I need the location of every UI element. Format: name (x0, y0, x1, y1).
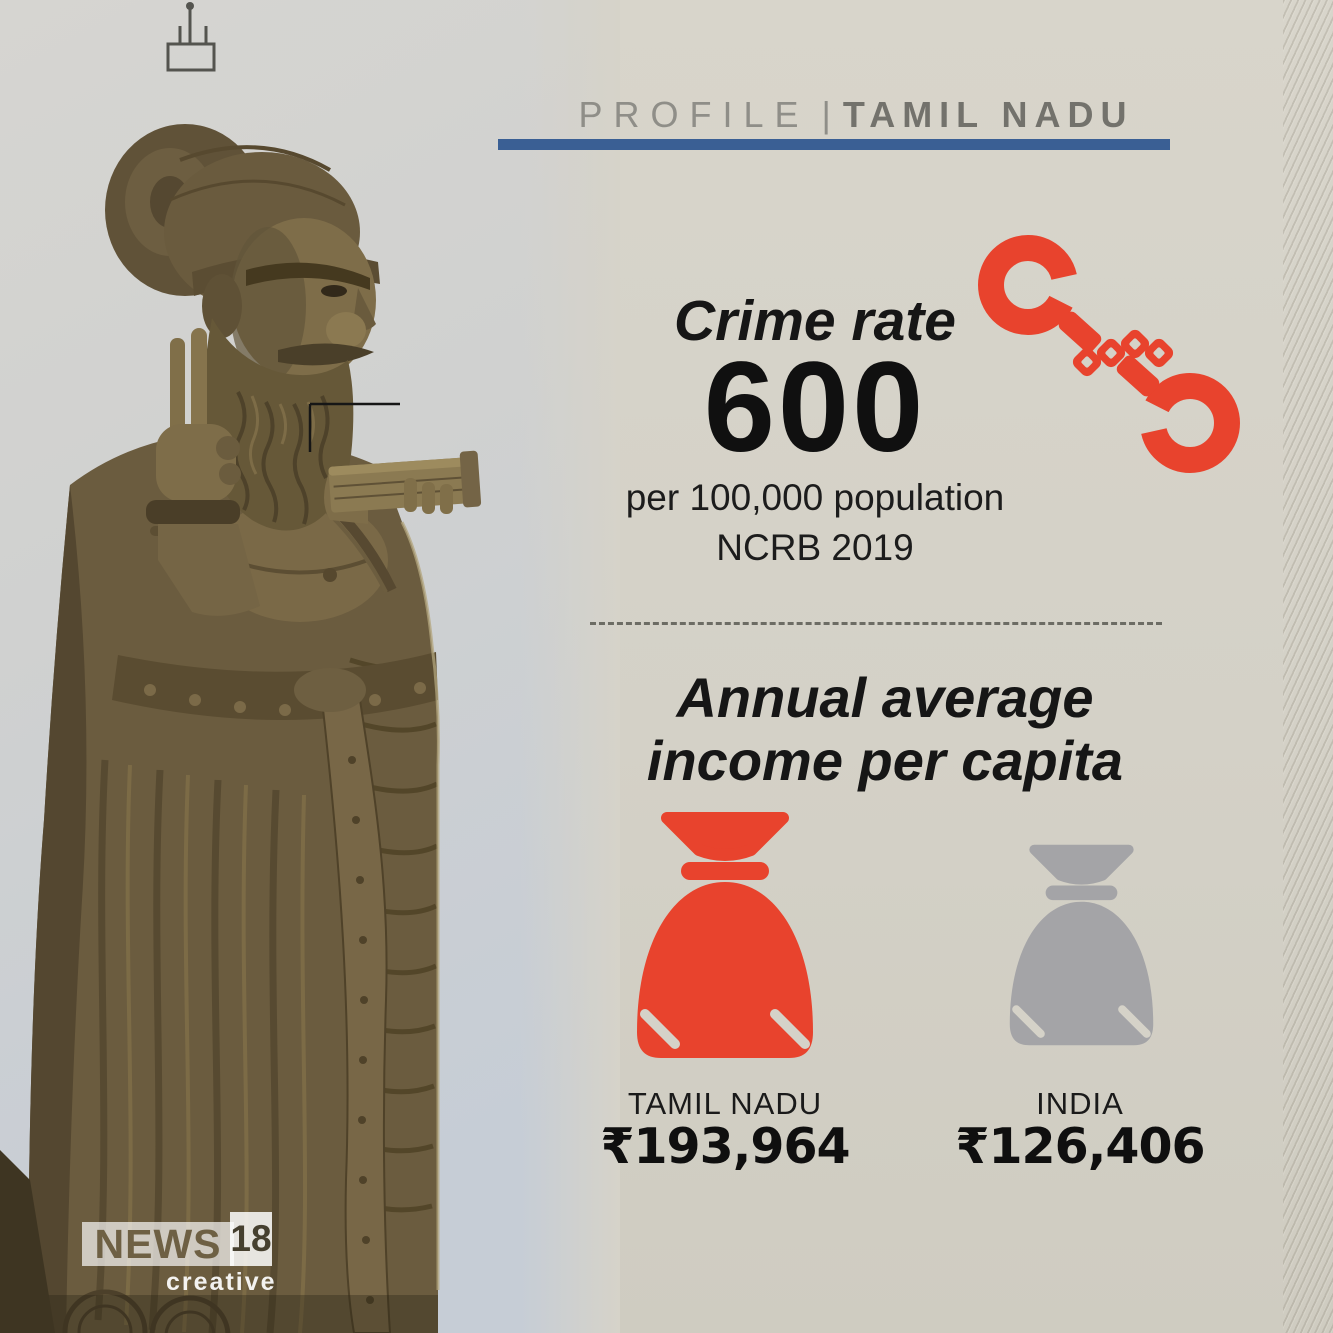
money-bag-india-icon (1009, 844, 1154, 1046)
header-underline (498, 139, 1170, 150)
handcuffs-icon (978, 235, 1240, 473)
logo-brand: NEWS (82, 1221, 234, 1267)
crime-rate-value: 600 (703, 336, 927, 479)
income-value-tamil-nadu: ₹193,964 (600, 1118, 850, 1175)
logo-division: creative (166, 1268, 277, 1296)
income-heading-line2: income per capita (646, 729, 1124, 793)
income-heading-line1: Annual average (676, 666, 1094, 729)
dashed-divider (590, 622, 1162, 625)
crime-rate-unit: per 100,000 population (625, 477, 1005, 518)
crime-rate-source: NCRB 2019 (716, 527, 914, 568)
income-label-india: INDIA (1036, 1086, 1124, 1121)
diagonal-stripes (1283, 0, 1333, 1333)
income-heading: Annual average income per capita (560, 666, 1210, 793)
income-value-india: ₹126,406 (955, 1118, 1205, 1175)
header-separator: | (821, 94, 831, 135)
money-bag-tamil-nadu-icon (637, 812, 813, 1058)
lightning-rod (166, 6, 216, 72)
header-kicker: PROFILE (578, 94, 810, 135)
income-label-tamil-nadu: TAMIL NADU (627, 1086, 823, 1121)
crime-rate-heading: Crime rate (674, 289, 956, 353)
logo-brand-number: 18 (230, 1212, 272, 1266)
header-region: TAMIL NADU (842, 94, 1134, 135)
thiruvalluvar-statue-photo (0, 0, 620, 1333)
page-header: PROFILE | TAMIL NADU (540, 94, 1172, 136)
news18-creative-logo: NEWS 18 creative (82, 1212, 302, 1296)
callout-line (308, 402, 400, 452)
handcuff-chain-links (1072, 329, 1174, 377)
